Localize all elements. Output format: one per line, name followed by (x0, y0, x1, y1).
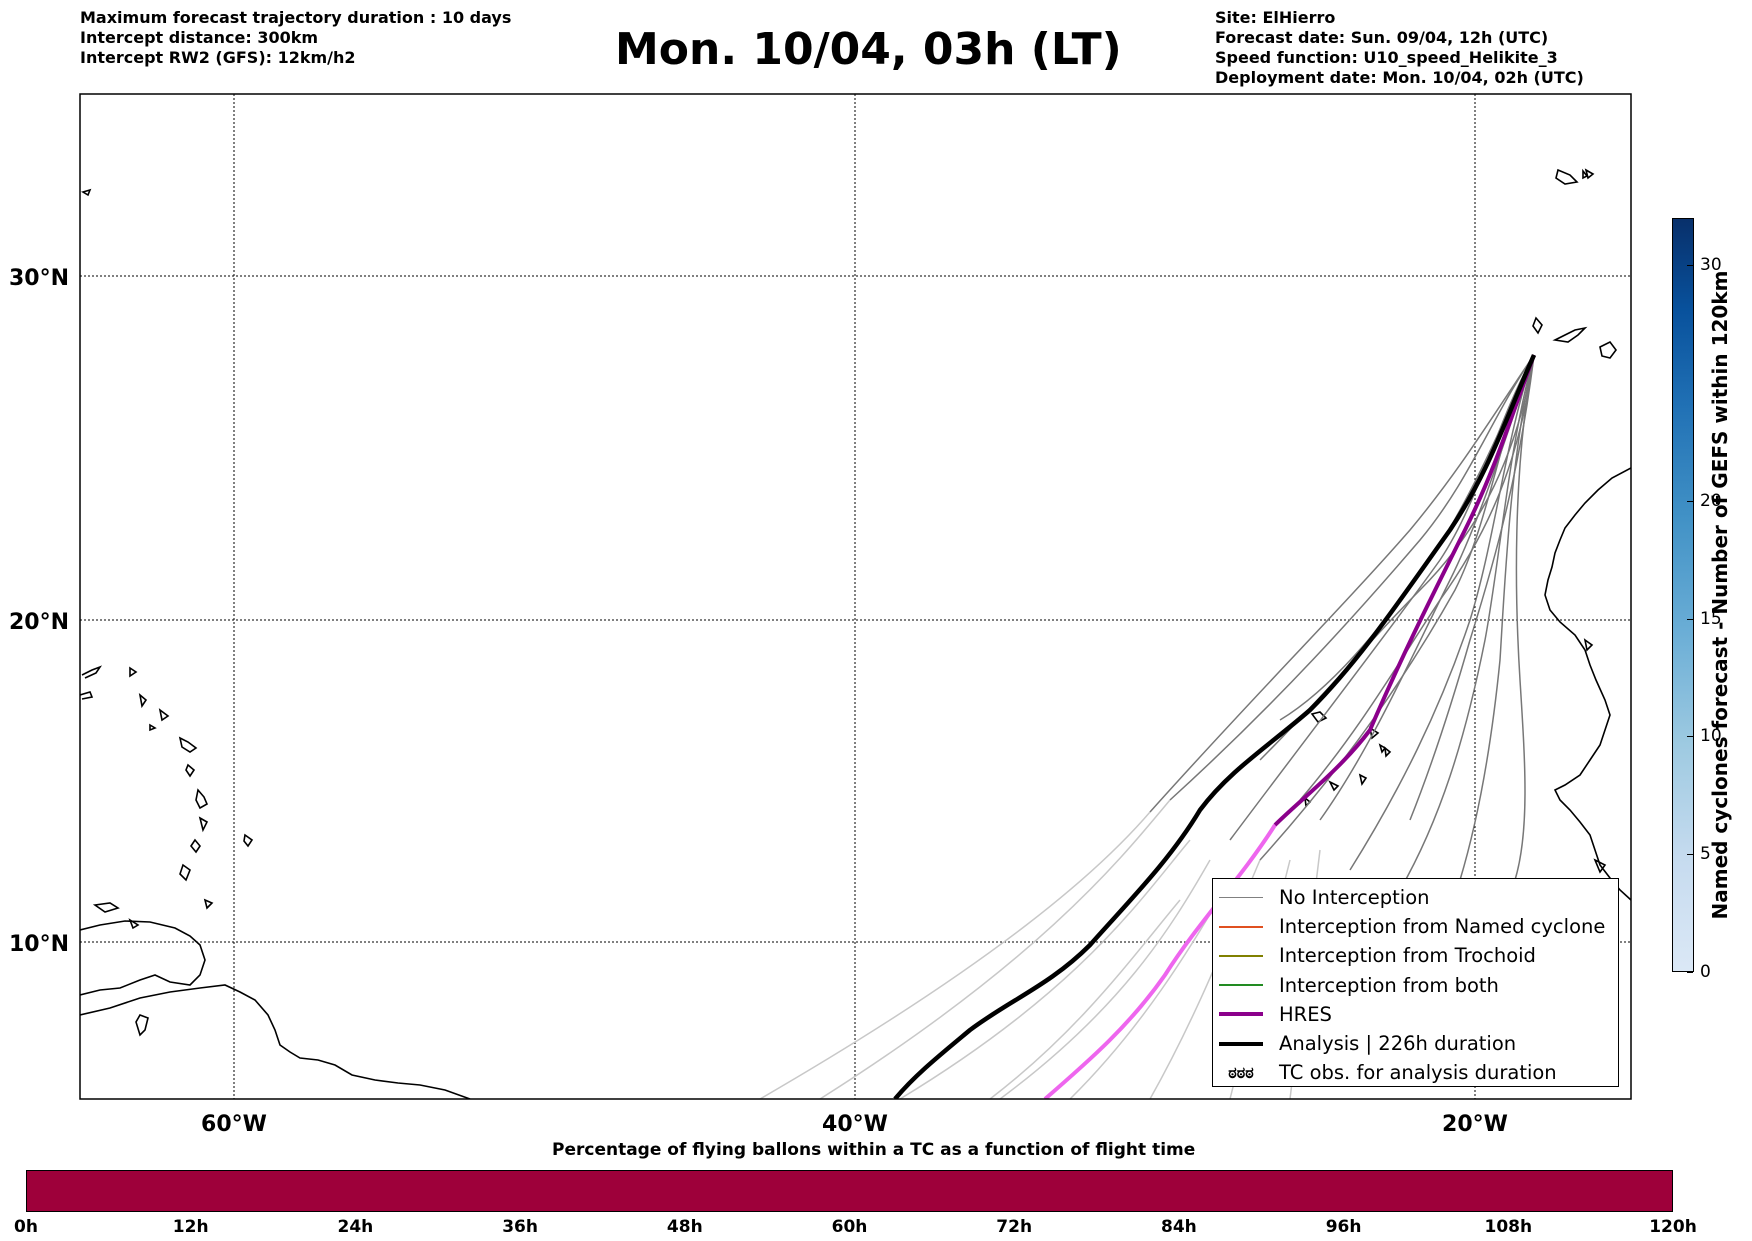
legend-swatch (1219, 955, 1263, 957)
legend-swatch (1219, 896, 1263, 899)
forecast-date-text: Forecast date: Sun. 09/04, 12h (UTC) (1215, 28, 1549, 47)
legend-item-both: Interception from both (1213, 971, 1618, 1000)
legend-item-analysis: Analysis | 226h duration (1213, 1029, 1618, 1058)
legend-label: No Interception (1279, 886, 1430, 910)
colorbar-tick-label: 30 (1700, 255, 1722, 276)
flight-bar-tick-label: 0h (14, 1217, 38, 1237)
flight-bar-tick-label: 120h (1649, 1217, 1697, 1237)
hres-trajectory-light (1043, 823, 1277, 1099)
legend-item-named-cyclone: Interception from Named cyclone (1213, 912, 1618, 941)
flight-bar-tick-label: 84h (1161, 1217, 1197, 1237)
lat-label-10n: 10°N (9, 932, 69, 957)
deployment-date-text: Deployment date: Mon. 10/04, 02h (UTC) (1215, 68, 1584, 87)
colorbar-tick-mark (1687, 854, 1693, 856)
lon-label-20w: 20°W (1442, 1112, 1508, 1137)
flight-bar-tick-label: 108h (1484, 1217, 1533, 1237)
flight-bar-tick-label: 36h (502, 1217, 538, 1237)
hres-trajectory (1273, 354, 1536, 827)
map-legend: No Interception Interception from Named … (1212, 878, 1619, 1087)
colorbar-tick-label: 20 (1700, 490, 1722, 511)
speed-function-text: Speed function: U10_speed_Helikite_3 (1215, 48, 1558, 67)
colorbar-tick-mark (1687, 500, 1693, 502)
lon-label-40w: 40°W (822, 1112, 888, 1137)
legend-item-no-interception: No Interception (1213, 883, 1618, 912)
lat-label-20n: 20°N (9, 610, 69, 635)
legend-label: Interception from both (1279, 973, 1499, 997)
header-left-info: Maximum forecast trajectory duration : 1… (80, 8, 511, 68)
flight-bar-tick-label: 96h (1325, 1217, 1362, 1237)
flight-bar-tick-label: 72h (996, 1217, 1033, 1237)
legend-swatch (1219, 1012, 1263, 1017)
max-duration-text: Maximum forecast trajectory duration : 1… (80, 8, 512, 27)
legend-label: Interception from Trochoid (1279, 944, 1536, 968)
lon-label-60w: 60°W (201, 1112, 267, 1137)
legend-label: Analysis | 226h duration (1279, 1032, 1517, 1056)
legend-item-hres: HRES (1213, 1000, 1618, 1029)
flight-bar-tick-label: 24h (337, 1217, 374, 1237)
colorbar-tick-label: 0 (1700, 962, 1711, 982)
intercept-rw2-text: Intercept RW2 (GFS): 12km/h2 (80, 48, 356, 67)
legend-label: Interception from Named cyclone (1279, 915, 1606, 939)
legend-label: TC obs. for analysis duration (1279, 1061, 1557, 1085)
colorbar-tick-mark (1687, 972, 1693, 973)
trajectories-ensemble (1149, 354, 1535, 891)
colorbar-tick-mark (1687, 618, 1693, 620)
header-right-info: Site: ElHierro Forecast date: Sun. 09/04… (1215, 8, 1584, 88)
legend-swatch (1219, 1041, 1263, 1046)
legend-swatch (1219, 984, 1263, 986)
colorbar-title: Named cyclones forecast - Number of GEFS… (1708, 270, 1732, 920)
legend-swatch (1219, 926, 1263, 928)
site-text: Site: ElHierro (1215, 8, 1336, 27)
lat-label-30n: 30°N (9, 266, 69, 291)
flight-percentage-bar (26, 1170, 1673, 1212)
flight-bar-tick-label: 60h (831, 1217, 868, 1237)
analysis-trajectory (893, 354, 1537, 1099)
intercept-distance-text: Intercept distance: 300km (80, 28, 319, 47)
page-title: Mon. 10/04, 03h (LT) (615, 24, 1122, 75)
flight-bar-tick-label: 12h (172, 1217, 209, 1237)
colorbar-tick-label: 15 (1700, 608, 1722, 629)
colorbar-tick-label: 5 (1700, 844, 1711, 865)
flight-bar-tick-label: 48h (666, 1217, 703, 1237)
flight-bar-title: Percentage of flying ballons within a TC… (552, 1140, 1196, 1160)
cyclone-symbol-icon: ಠಠಠ (1228, 1062, 1254, 1082)
cyclone-colorbar (1672, 218, 1694, 972)
legend-item-tc-obs: ಠಠಠ TC obs. for analysis duration (1213, 1058, 1618, 1087)
colorbar-tick-mark (1687, 736, 1693, 738)
coastline-africa (1303, 168, 1631, 901)
legend-item-trochoid: Interception from Trochoid (1213, 941, 1618, 970)
colorbar-tick-mark (1687, 265, 1693, 267)
map-frame (79, 93, 1632, 1100)
legend-label: HRES (1279, 1002, 1332, 1026)
colorbar-tick-label: 10 (1700, 726, 1722, 747)
coastline-south-america (80, 188, 471, 1099)
